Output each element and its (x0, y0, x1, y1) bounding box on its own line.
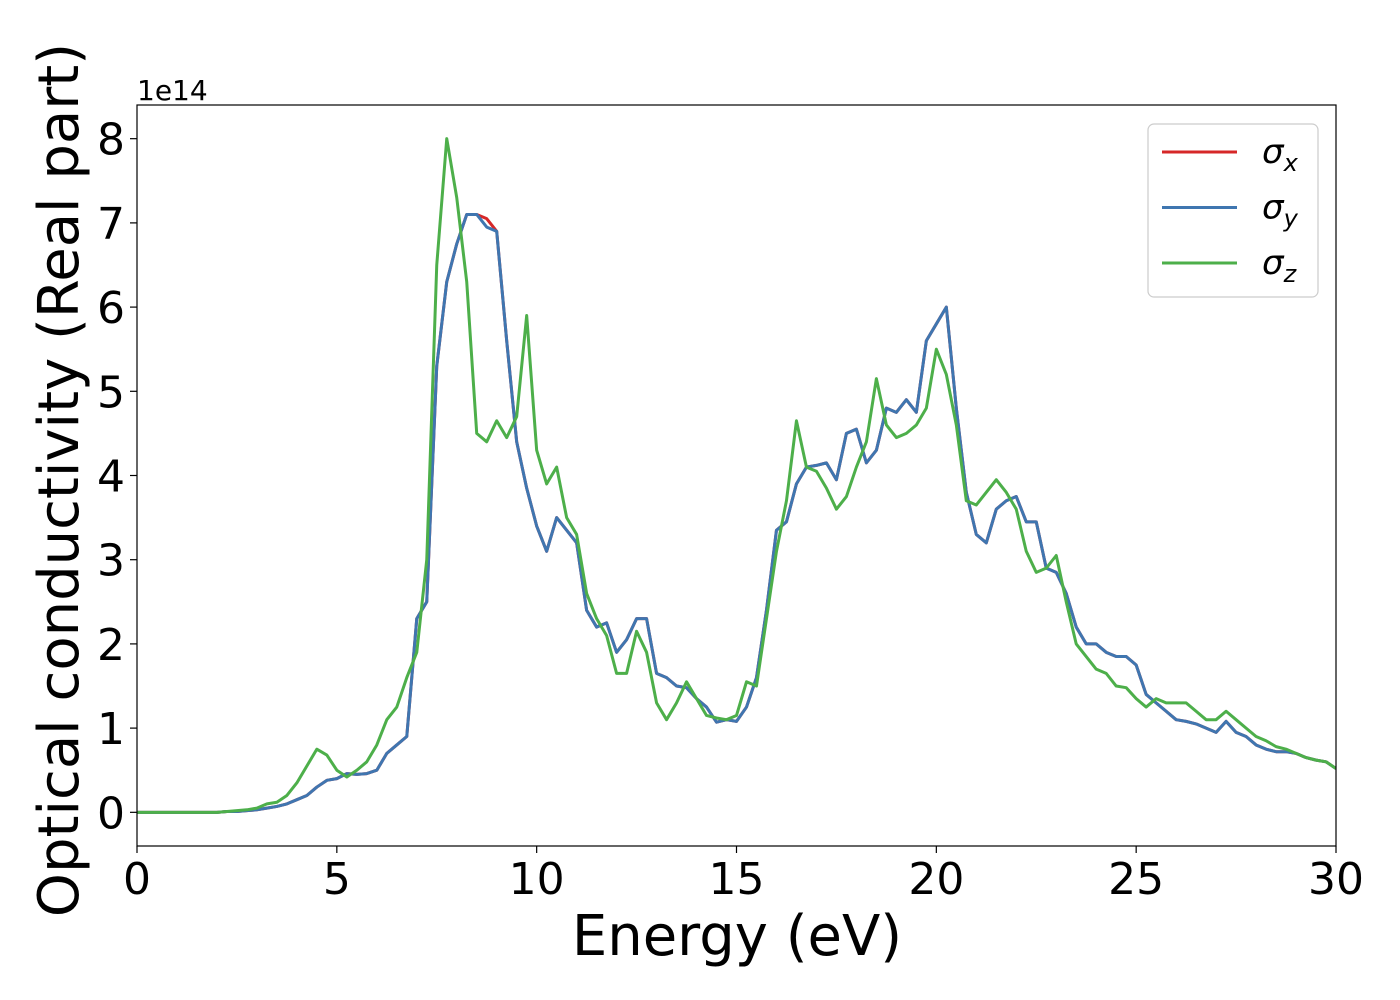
y-offset-label: 1e14 (137, 74, 208, 107)
legend-box (1147, 123, 1319, 298)
series-line (137, 137, 1336, 814)
x-tick-label: 15 (709, 854, 765, 905)
plot-frame (136, 104, 1337, 847)
legend-label: σx (1262, 132, 1299, 177)
y-tick-label: 8 (97, 115, 125, 166)
y-tick-label: 5 (97, 367, 125, 418)
x-tick-label: 10 (509, 854, 565, 905)
y-tick-label: 0 (97, 788, 125, 839)
series-line (137, 212, 1336, 814)
x-axis-label: Energy (eV) (572, 904, 902, 969)
y-tick-label: 2 (97, 620, 125, 671)
legend-label: σz (1262, 243, 1298, 288)
legend-label: σy (1262, 188, 1299, 233)
y-axis-label: Optical conductivity (Real part) (27, 43, 92, 917)
y-tick-label: 4 (97, 452, 125, 503)
x-tick-label: 0 (123, 854, 151, 905)
x-tick-label: 5 (323, 854, 351, 905)
y-tick-label: 6 (97, 283, 125, 334)
x-tick-label: 25 (1108, 854, 1164, 905)
y-tick-label: 3 (97, 536, 125, 587)
y-tick-label: 1 (97, 704, 125, 755)
x-tick-label: 30 (1308, 854, 1364, 905)
x-tick-label: 20 (908, 854, 964, 905)
y-tick-label: 7 (97, 199, 125, 250)
